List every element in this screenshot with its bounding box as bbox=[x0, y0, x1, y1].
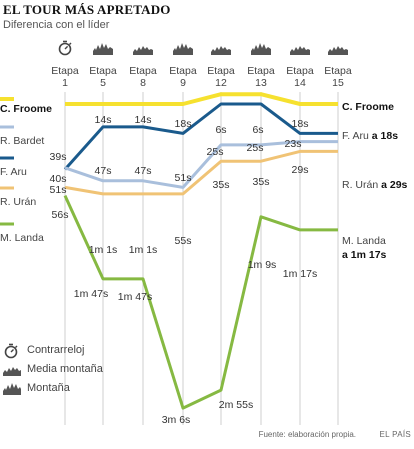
rider-right-labels: C. Froome F. Aru a 18s R. Urán a 29s M. Lan… bbox=[342, 101, 408, 261]
time-gap-label: 35s bbox=[253, 176, 270, 188]
medium-mountain-icon bbox=[3, 367, 21, 376]
stage-number-label: 14 bbox=[294, 77, 306, 89]
stopwatch-icon bbox=[58, 40, 72, 56]
time-gap-label: 47s bbox=[135, 165, 152, 177]
stage-prefix-label: Etapa bbox=[89, 65, 117, 77]
time-gap-label: 1m 47s bbox=[74, 288, 108, 300]
time-gap-label: 25s bbox=[207, 146, 224, 158]
time-gap-label: 51s bbox=[50, 184, 67, 196]
stage-number-label: 15 bbox=[332, 77, 344, 89]
time-gap-label: 39s bbox=[50, 151, 67, 163]
time-gap-label: 3m 6s bbox=[162, 414, 191, 426]
time-gap-label: 1m 47s bbox=[118, 291, 152, 303]
time-gap-label: 1m 1s bbox=[129, 244, 158, 256]
series-line-r-ur-n bbox=[64, 149, 338, 196]
series-right-gap: a 18s bbox=[369, 130, 398, 142]
source-note: Fuente: elaboración propia. bbox=[258, 430, 356, 439]
stage-type-icons bbox=[58, 40, 348, 56]
legend-label: Media montaña bbox=[27, 363, 103, 375]
series-left-label: F. Aru bbox=[0, 166, 27, 178]
mountain-icon bbox=[173, 43, 193, 55]
mountain-icon bbox=[251, 43, 271, 55]
time-gap-label: 51s bbox=[175, 172, 192, 184]
time-gap-label: 6s bbox=[215, 124, 226, 136]
medium-mountain-icon bbox=[211, 46, 231, 55]
medium-mountain-icon bbox=[133, 46, 153, 55]
stage-prefix-label: Etapa bbox=[247, 65, 275, 77]
series-right-label: F. Aru a 18s bbox=[342, 130, 398, 142]
stage-prefix-label: Etapa bbox=[51, 65, 79, 77]
legend-label: Contrarreloj bbox=[27, 344, 85, 356]
time-gap-label: 1m 17s bbox=[283, 268, 317, 280]
series-left-label: R. Urán bbox=[0, 196, 36, 208]
stage-number-label: 13 bbox=[255, 77, 267, 89]
series-left-label: C. Froome bbox=[0, 103, 52, 115]
stage-prefix-label: Etapa bbox=[324, 65, 352, 77]
series-line-c-froome bbox=[65, 92, 338, 106]
medium-mountain-icon bbox=[290, 46, 310, 55]
series-right-label: M. Landa bbox=[342, 235, 386, 247]
stage-number-label: 8 bbox=[140, 77, 146, 89]
stage-number-label: 5 bbox=[100, 77, 106, 89]
series-line-f-aru bbox=[63, 102, 338, 171]
rider-left-labels: C. Froome R. Bardet F. Aru R. Urán M. Landa bbox=[0, 97, 52, 244]
series-left-label: M. Landa bbox=[0, 232, 44, 244]
time-gap-label: 25s bbox=[247, 142, 264, 154]
series-right-gap: a 1m 17s bbox=[342, 249, 387, 261]
time-gap-label: 29s bbox=[292, 164, 309, 176]
stage-prefix-label: Etapa bbox=[207, 65, 235, 77]
stage-number-label: 1 bbox=[62, 77, 68, 89]
series-line-r-bardet bbox=[64, 140, 338, 189]
time-gap-label: 14s bbox=[95, 114, 112, 126]
time-gap-label: 35s bbox=[213, 179, 230, 191]
time-gap-label: 23s bbox=[285, 138, 302, 150]
mountain-icon bbox=[93, 43, 113, 55]
time-gap-label: 6s bbox=[252, 124, 263, 136]
time-gap-label: 14s bbox=[135, 114, 152, 126]
mountain-icon bbox=[3, 383, 21, 395]
legend-label: Montaña bbox=[27, 382, 70, 394]
time-gap-label: 18s bbox=[292, 118, 309, 130]
stage-axis-labels: Etapa1Etapa5Etapa8Etapa9Etapa12Etapa13Et… bbox=[51, 65, 352, 89]
series-left-label: R. Bardet bbox=[0, 135, 44, 147]
time-gap-label: 56s bbox=[52, 209, 69, 221]
stage-prefix-label: Etapa bbox=[129, 65, 157, 77]
stage-number-label: 12 bbox=[215, 77, 227, 89]
stage-prefix-label: Etapa bbox=[286, 65, 314, 77]
credit: EL PAÍS bbox=[379, 430, 411, 439]
time-gap-label: 55s bbox=[175, 235, 192, 247]
series-lines bbox=[63, 92, 338, 410]
time-gap-label: 18s bbox=[175, 118, 192, 130]
series-line-m-landa bbox=[63, 194, 338, 410]
time-gap-label: 47s bbox=[95, 165, 112, 177]
time-gap-label: 1m 9s bbox=[248, 259, 277, 271]
medium-mountain-icon bbox=[328, 46, 348, 55]
chart-subtitle: Diferencia con el líder bbox=[3, 19, 110, 31]
time-gap-labels: 39s 47s 47s 51s 25s 25s 23s 40s 14s 14s 18s 6s 6s 18s… bbox=[50, 114, 318, 426]
time-gap-label: 2m 55s bbox=[219, 399, 253, 411]
stage-prefix-label: Etapa bbox=[169, 65, 197, 77]
stopwatch-icon bbox=[4, 343, 18, 359]
stage-number-label: 9 bbox=[180, 77, 186, 89]
chart-title: EL TOUR MÁS APRETADO bbox=[3, 2, 171, 17]
stage-gridlines bbox=[64, 92, 339, 425]
time-gap-label: 40s bbox=[50, 173, 67, 185]
series-right-gap: a 29s bbox=[378, 179, 407, 191]
series-right-label: C. Froome bbox=[342, 101, 394, 113]
time-gap-label: 1m 1s bbox=[89, 244, 118, 256]
series-right-label: R. Urán a 29s bbox=[342, 179, 408, 191]
